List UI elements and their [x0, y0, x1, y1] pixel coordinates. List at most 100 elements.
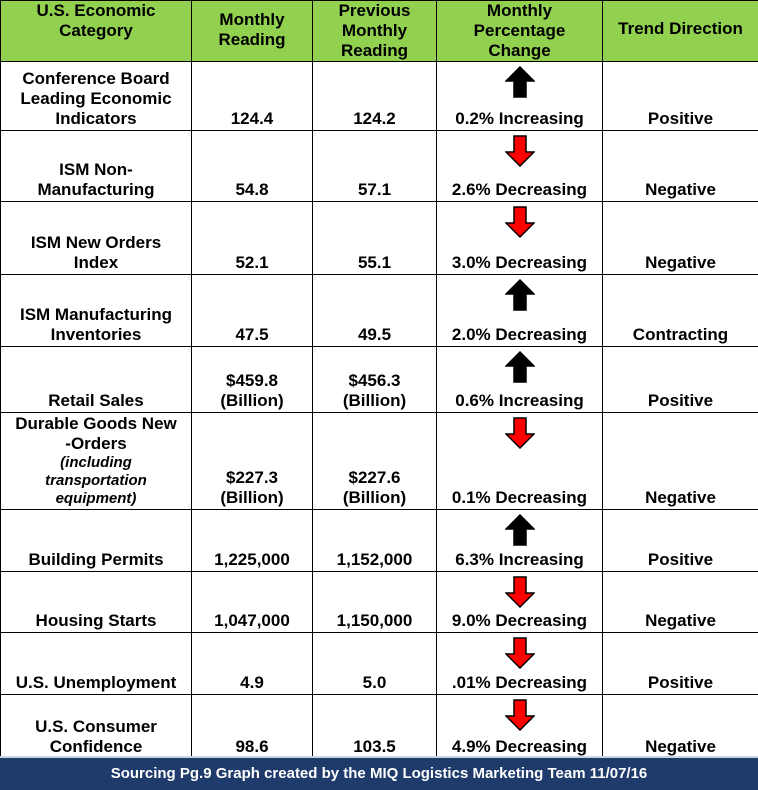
category-note: (including transportation equipment): [45, 454, 147, 507]
column-header-category: U.S. Economic Category: [0, 0, 192, 62]
down-arrow-icon: [503, 699, 536, 732]
category-label: Durable Goods New -Orders: [15, 414, 177, 453]
previous-reading-cell: 5.0: [312, 632, 437, 695]
up-arrow-icon: [503, 278, 536, 311]
category-label: ISM New Orders Index: [30, 233, 162, 272]
category-label: Conference Board Leading Economic Indica…: [20, 69, 172, 128]
percentage-change-label: 6.3% Increasing: [455, 550, 584, 569]
column-header-trend-direction: Trend Direction: [602, 0, 758, 62]
footer-credit: Sourcing Pg.9 Graph created by the MIQ L…: [0, 756, 758, 790]
previous-reading-cell: 57.1: [312, 130, 437, 202]
category-label: Building Permits: [28, 550, 164, 569]
monthly-reading-cell: 54.8: [191, 130, 313, 202]
table-row: Building Permits 1,225,000 1,152,000 6.3…: [0, 509, 758, 572]
previous-reading-cell: 124.2: [312, 61, 437, 131]
percentage-change-label: 2.6% Decreasing: [451, 180, 588, 199]
monthly-reading-cell: 1,225,000: [191, 509, 313, 572]
trend-direction-cell: Negative: [602, 694, 758, 759]
percentage-change-cell: 2.0% Decreasing: [436, 274, 603, 347]
category-cell: ISM Non- Manufacturing: [0, 130, 192, 202]
percentage-change-cell: 9.0% Decreasing: [436, 571, 603, 633]
down-arrow-icon: [503, 206, 536, 239]
percentage-change-cell: 4.9% Decreasing: [436, 694, 603, 759]
percentage-change-label: 2.0% Decreasing: [451, 325, 588, 344]
trend-direction-cell: Contracting: [602, 274, 758, 347]
column-header-monthly-reading: Monthly Reading: [191, 0, 313, 62]
monthly-reading-cell: 47.5: [191, 274, 313, 347]
percentage-change-cell: .01% Decreasing: [436, 632, 603, 695]
table-row: ISM New Orders Index 52.1 55.1 3.0% Decr…: [0, 201, 758, 275]
category-label: Retail Sales: [48, 391, 144, 410]
category-label: U.S. Consumer Confidence: [35, 717, 157, 756]
table-row: Retail Sales $459.8 (Billion) $456.3 (Bi…: [0, 346, 758, 413]
category-cell: ISM Manufacturing Inventories: [0, 274, 192, 347]
percentage-change-label: 9.0% Decreasing: [451, 611, 588, 630]
monthly-reading-cell: 124.4: [191, 61, 313, 131]
monthly-reading-cell: $459.8 (Billion): [191, 346, 313, 413]
percentage-change-cell: 0.1% Decreasing: [436, 412, 603, 510]
percentage-change-label: 4.9% Decreasing: [451, 737, 588, 756]
down-arrow-icon: [503, 135, 536, 168]
table-header-row: U.S. Economic Category Monthly Reading P…: [0, 0, 758, 62]
trend-direction-cell: Positive: [602, 509, 758, 572]
category-cell: ISM New Orders Index: [0, 201, 192, 275]
category-cell: Durable Goods New -Orders (including tra…: [0, 412, 192, 510]
category-cell: U.S. Unemployment: [0, 632, 192, 695]
monthly-reading-cell: 98.6: [191, 694, 313, 759]
down-arrow-icon: [503, 637, 536, 670]
previous-reading-cell: 55.1: [312, 201, 437, 275]
percentage-change-cell: 2.6% Decreasing: [436, 130, 603, 202]
percentage-change-label: 0.1% Decreasing: [451, 488, 588, 507]
table-row: Durable Goods New -Orders (including tra…: [0, 412, 758, 510]
monthly-reading-cell: $227.3 (Billion): [191, 412, 313, 510]
percentage-change-cell: 6.3% Increasing: [436, 509, 603, 572]
up-arrow-icon: [503, 350, 536, 383]
table-row: U.S. Consumer Confidence 98.6 103.5 4.9%…: [0, 694, 758, 759]
trend-direction-cell: Negative: [602, 571, 758, 633]
category-cell: U.S. Consumer Confidence: [0, 694, 192, 759]
percentage-change-label: 0.2% Increasing: [455, 109, 584, 128]
percentage-change-label: .01% Decreasing: [451, 673, 588, 692]
down-arrow-icon: [503, 576, 536, 609]
previous-reading-cell: $456.3 (Billion): [312, 346, 437, 413]
table-row: Conference Board Leading Economic Indica…: [0, 61, 758, 131]
column-header-percentage-change: Monthly Percentage Change: [436, 0, 603, 62]
percentage-change-cell: 3.0% Decreasing: [436, 201, 603, 275]
previous-reading-cell: $227.6 (Billion): [312, 412, 437, 510]
category-cell: Retail Sales: [0, 346, 192, 413]
category-label: U.S. Unemployment: [15, 673, 177, 692]
trend-direction-cell: Positive: [602, 61, 758, 131]
table-row: Housing Starts 1,047,000 1,150,000 9.0% …: [0, 571, 758, 633]
previous-reading-cell: 1,150,000: [312, 571, 437, 633]
percentage-change-cell: 0.6% Increasing: [436, 346, 603, 413]
category-cell: Building Permits: [0, 509, 192, 572]
category-cell: Conference Board Leading Economic Indica…: [0, 61, 192, 131]
monthly-reading-cell: 4.9: [191, 632, 313, 695]
trend-direction-cell: Negative: [602, 412, 758, 510]
monthly-reading-cell: 52.1: [191, 201, 313, 275]
previous-reading-cell: 1,152,000: [312, 509, 437, 572]
previous-reading-cell: 49.5: [312, 274, 437, 347]
category-cell: Housing Starts: [0, 571, 192, 633]
economic-indicators-table: U.S. Economic Category Monthly Reading P…: [0, 0, 758, 759]
trend-direction-cell: Positive: [602, 632, 758, 695]
column-header-previous-reading: Previous Monthly Reading: [312, 0, 437, 62]
trend-direction-cell: Negative: [602, 201, 758, 275]
up-arrow-icon: [503, 65, 536, 98]
up-arrow-icon: [503, 513, 536, 546]
table-row: ISM Non- Manufacturing 54.8 57.1 2.6% De…: [0, 130, 758, 202]
category-label: ISM Manufacturing Inventories: [19, 305, 173, 344]
percentage-change-label: 0.6% Increasing: [455, 391, 584, 410]
monthly-reading-cell: 1,047,000: [191, 571, 313, 633]
category-label: Housing Starts: [35, 611, 157, 630]
table-row: U.S. Unemployment 4.9 5.0 .01% Decreasin…: [0, 632, 758, 695]
percentage-change-cell: 0.2% Increasing: [436, 61, 603, 131]
table-row: ISM Manufacturing Inventories 47.5 49.5 …: [0, 274, 758, 347]
percentage-change-label: 3.0% Decreasing: [451, 253, 588, 272]
category-label: ISM Non- Manufacturing: [37, 160, 155, 199]
previous-reading-cell: 103.5: [312, 694, 437, 759]
down-arrow-icon: [503, 417, 536, 450]
trend-direction-cell: Negative: [602, 130, 758, 202]
trend-direction-cell: Positive: [602, 346, 758, 413]
